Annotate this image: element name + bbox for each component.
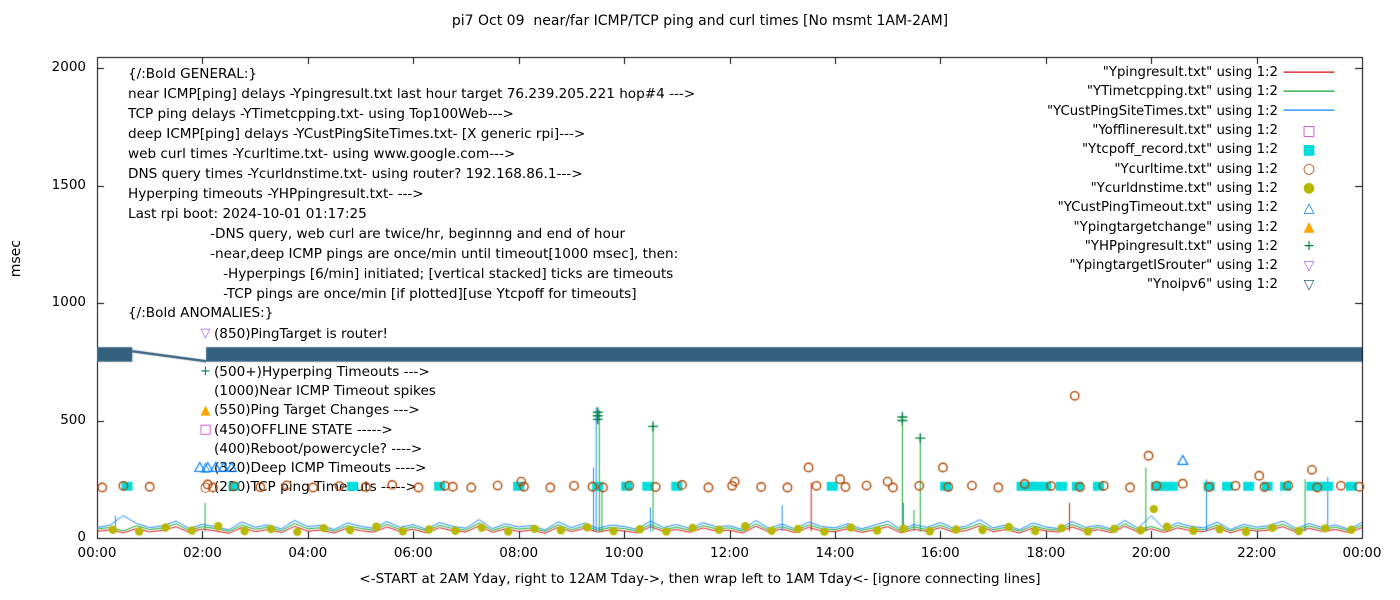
legend-row-ypingtargetchange: "Ypingtargetchange" using 1:2 ▲ <box>985 217 1340 236</box>
anomaly-hyperping-timeouts: + (500+)Hyperping Timeouts ---> <box>197 362 436 381</box>
legend-label: "Ypingresult.txt" using 1:2 <box>1102 65 1278 81</box>
x-tick-6: 12:00 <box>710 545 749 561</box>
general-line: deep ICMP[ping] delays -YCustPingSiteTim… <box>128 126 586 142</box>
anomaly-tcp-ping-timeouts: ○ (220)TCP ping Timeouts -----> <box>197 478 436 497</box>
general-annotations: {/:Bold GENERAL:} near ICMP[ping] delays… <box>128 64 695 304</box>
plus-marker-icon: + <box>200 364 211 380</box>
open-circle-icon: ○ <box>1302 161 1316 178</box>
general-line: -Hyperpings [6/min] initiated; [vertical… <box>128 266 674 282</box>
open-triangle-icon: △ <box>1303 199 1315 216</box>
y-axis-label: msec <box>8 240 24 278</box>
y-tick-2000: 2000 <box>51 59 86 75</box>
anomaly-near-icmp-timeout: (1000)Near ICMP Timeout spikes <box>197 382 436 401</box>
legend-row-ytimetcpping: "YTimetcpping.txt" using 1:2 ────── <box>985 82 1340 101</box>
filled-triangle-icon: ▲ <box>1303 219 1315 236</box>
x-tick-7: 14:00 <box>815 545 855 561</box>
anomaly-text: (550)Ping Target Changes ---> <box>214 402 420 419</box>
general-line: Hyperping timeouts -YHPpingresult.txt- -… <box>128 186 424 202</box>
x-tick-4: 08:00 <box>499 545 539 561</box>
dark-down-triangle-icon: ▽ <box>1303 276 1315 293</box>
blue-line-sample: ────── <box>1283 103 1335 120</box>
x-tick-12: 00:00 <box>1342 545 1382 561</box>
legend-label: "YTimetcpping.txt" using 1:2 <box>1086 84 1278 100</box>
anomaly-text: (850)PingTarget is router! <box>214 325 388 342</box>
legend-row-ycustpingsitetimes: "YCustPingSiteTimes.txt" using 1:2 ─────… <box>985 102 1340 121</box>
legend-label: "YCustPingSiteTimes.txt" using 1:2 <box>1046 103 1278 119</box>
legend-row-ycustpingtimeout: "YCustPingTimeout.txt" using 1:2 △ <box>985 198 1340 217</box>
legend-label: "Ytcpoff_record.txt" using 1:2 <box>1081 142 1278 158</box>
x-tick-8: 16:00 <box>920 545 960 561</box>
filled-circle-icon: ● <box>1302 180 1316 197</box>
anomaly-text: (220)TCP ping Timeouts -----> <box>214 479 417 496</box>
anomaly-text: (1000)Near ICMP Timeout spikes <box>214 383 436 400</box>
open-square-icon: □ <box>199 422 212 438</box>
legend-label: "Ynoipv6" using 1:2 <box>1146 277 1278 293</box>
filled-triangle-icon: ▲ <box>200 402 211 418</box>
anomaly-ping-target-changes: ▲ (550)Ping Target Changes ---> <box>197 401 436 420</box>
legend-row-ytcpoff-record: "Ytcpoff_record.txt" using 1:2 ■ <box>985 140 1340 159</box>
legend-row-ycurldnstime: "Ycurldnstime.txt" using 1:2 ● <box>985 179 1340 198</box>
anomaly-text: (500+)Hyperping Timeouts ---> <box>214 363 430 380</box>
y-tick-1500: 1500 <box>51 177 86 193</box>
legend-row-ycurltime: "Ycurltime.txt" using 1:2 ○ <box>985 159 1340 178</box>
anomaly-pingtarget-router: ▽ (850)PingTarget is router! <box>197 324 436 343</box>
red-line-sample: ────── <box>1283 64 1335 81</box>
general-line: TCP ping delays -YTimetcpping.txt- using… <box>128 106 514 122</box>
general-line: DNS query times -Ycurldnstime.txt- using… <box>128 166 583 182</box>
general-line: near ICMP[ping] delays -Ypingresult.txt … <box>128 86 696 102</box>
open-triangle-icon: △ <box>200 460 211 476</box>
y-tick-0: 0 <box>77 529 86 545</box>
plus-marker-icon: + <box>1303 238 1315 255</box>
x-tick-9: 18:00 <box>1026 545 1066 561</box>
general-header: {/:Bold GENERAL:} <box>128 66 258 82</box>
x-tick-11: 22:00 <box>1237 545 1277 561</box>
general-line: -near,deep ICMP pings are once/min until… <box>128 246 679 262</box>
x-tick-1: 02:00 <box>182 545 222 561</box>
x-tick-0: 00:00 <box>77 545 117 561</box>
anomaly-text: (320)Deep ICMP Timeouts ----> <box>214 459 427 476</box>
legend-row-ynoipv6: "Ynoipv6" using 1:2 ▽ <box>985 275 1340 294</box>
legend-label: "Ycurltime.txt" using 1:2 <box>1114 161 1278 177</box>
open-square-icon: □ <box>1302 122 1316 139</box>
anomaly-deep-icmp-timeouts: △ (320)Deep ICMP Timeouts ----> <box>197 458 436 477</box>
green-line-sample: ────── <box>1283 83 1335 100</box>
chart-title: pi7 Oct 09 near/far ICMP/TCP ping and cu… <box>451 13 949 29</box>
y-tick-500: 500 <box>60 412 86 428</box>
anomaly-text: (400)Reboot/powercycle? ----> <box>214 440 423 457</box>
filled-square-icon: ■ <box>1302 141 1316 158</box>
anomaly-text: (450)OFFLINE STATE -----> <box>214 421 393 438</box>
legend-row-ypingtargetisrouter: "YpingtargetISrouter" using 1:2 ▽ <box>985 256 1340 275</box>
legend-label: "Ypingtargetchange" using 1:2 <box>1073 219 1279 235</box>
x-axis-label: <-START at 2AM Yday, right to 12AM Tday-… <box>359 571 1041 587</box>
legend-label: "Yofflineresult.txt" using 1:2 <box>1092 123 1278 139</box>
legend-label: "YCustPingTimeout.txt" using 1:2 <box>1057 200 1278 216</box>
x-tick-2: 04:00 <box>288 545 328 561</box>
general-line: -TCP pings are once/min [if plotted][use… <box>128 286 637 302</box>
anomalies-list: ▽ (850)PingTarget is router! + (500+)Hyp… <box>197 324 436 497</box>
legend-label: "Ycurldnstime.txt" using 1:2 <box>1090 180 1278 196</box>
legend-row-yhppingresult: "YHPpingresult.txt" using 1:2 + <box>985 237 1340 256</box>
general-line: Last rpi boot: 2024-10-01 01:17:25 <box>128 206 367 222</box>
anomalies-header: {/:Bold ANOMALIES:} <box>128 305 274 321</box>
down-triangle-icon: ▽ <box>1303 257 1315 274</box>
legend-row-yofflineresult: "Yofflineresult.txt" using 1:2 □ <box>985 121 1340 140</box>
legend-row-ypingresult: "Ypingresult.txt" using 1:2 ────── <box>985 63 1340 82</box>
open-circle-icon: ○ <box>199 479 212 495</box>
general-line: -DNS query, web curl are twice/hr, begin… <box>128 226 626 242</box>
general-line: web curl times -Ycurltime.txt- using www… <box>128 146 516 162</box>
legend: "Ypingresult.txt" using 1:2 ────── "YTim… <box>985 63 1340 295</box>
down-triangle-icon: ▽ <box>200 326 211 342</box>
x-tick-3: 06:00 <box>393 545 433 561</box>
anomaly-hidden-line <box>197 343 436 362</box>
legend-label: "YpingtargetISrouter" using 1:2 <box>1069 258 1278 274</box>
anomaly-offline-state: □ (450)OFFLINE STATE -----> <box>197 420 436 439</box>
x-tick-10: 20:00 <box>1131 545 1171 561</box>
legend-label: "YHPpingresult.txt" using 1:2 <box>1084 238 1278 254</box>
y-tick-1000: 1000 <box>51 294 86 310</box>
anomaly-reboot-powercycle: (400)Reboot/powercycle? ----> <box>197 439 436 458</box>
x-tick-5: 10:00 <box>604 545 644 561</box>
